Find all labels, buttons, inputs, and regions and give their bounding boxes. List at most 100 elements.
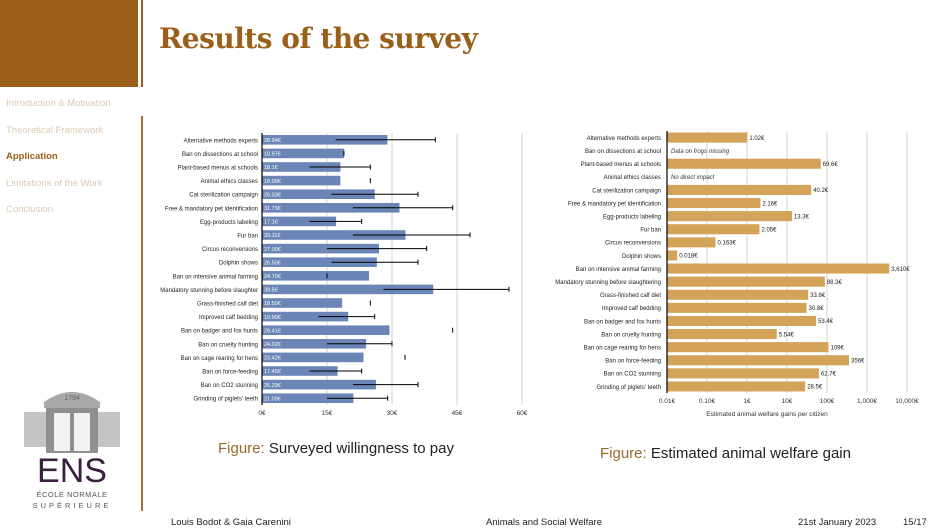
category-label: Alternative methods experts: [184, 138, 258, 144]
category-label: Animal ethics classes: [201, 179, 258, 185]
x-tick-label: 45€: [452, 410, 463, 415]
category-label: Mandatory stunning before slaughter: [160, 288, 258, 294]
header-corner-block: [0, 0, 138, 87]
logo-line1: ÉCOLE NORMALE: [36, 490, 107, 499]
bar: [667, 198, 761, 209]
category-label: Ban on badger and fox hunts: [584, 319, 661, 325]
bar-value-label: 17.1€: [264, 220, 278, 226]
bar-value-label: 18.09€: [264, 179, 281, 185]
bar-value-label: 40.2€: [813, 188, 829, 194]
x-tick-label: 1,000€: [857, 398, 877, 405]
category-label: Ban on cruelty hunting: [601, 332, 661, 338]
x-axis-label: Estimated animal welfare gains per citiz…: [706, 411, 828, 418]
bar-value-label: 23.42€: [264, 356, 281, 362]
bar-value-label: 28.5€: [807, 385, 823, 391]
category-label: Ban on intensive animal farming: [576, 267, 661, 273]
nav-item-introduction[interactable]: Introduction & Motivation: [6, 98, 111, 109]
sidebar-divider: [141, 116, 143, 511]
bar: [262, 135, 388, 145]
category-label: Free & mandatory pet identification: [165, 206, 258, 212]
category-label: Grass-finished calf diet: [600, 293, 661, 299]
caption-right: Figure: Estimated animal welfare gain: [600, 445, 851, 462]
bar-value-label: 62.7€: [821, 372, 837, 378]
category-label: Improved calf bedding: [199, 315, 258, 321]
bar-value-label: 30.8€: [809, 306, 825, 312]
x-tick-label: 0.10€: [699, 398, 716, 405]
nav-item-theoretical-framework[interactable]: Theoretical Framework: [6, 124, 104, 136]
bar: [667, 381, 806, 392]
bar-value-label: 26.50€: [264, 260, 281, 266]
bar-value-label: 88.3€: [827, 280, 843, 286]
x-tick-label: 15€: [322, 410, 333, 415]
bar: [667, 250, 678, 261]
bar: [262, 148, 345, 159]
x-tick-label: 10,000€: [895, 398, 919, 405]
bar-value-label: 356€: [851, 358, 865, 364]
category-label: Ban on dissections at school: [182, 152, 258, 158]
bar: [262, 162, 341, 172]
bar-value-label: 18.1€: [264, 165, 278, 171]
category-label: Circus reconversions: [202, 247, 258, 253]
section-nav: Introduction & Motivation Theoretical Fr…: [6, 98, 111, 231]
category-label: Ban on intensive animal farming: [173, 274, 258, 280]
logo-line2: SUPÉRIEURE: [33, 501, 112, 510]
bar: [262, 325, 390, 335]
category-label: Ban on CO2 stunning: [604, 372, 661, 378]
x-tick-label: 0€: [258, 410, 266, 415]
caption-left-text: Surveyed willingness to pay: [268, 440, 454, 457]
bar: [262, 216, 337, 227]
category-label: Mandatory stunning before slaughtering: [555, 280, 661, 286]
footer-page-number[interactable]: 15/17: [903, 517, 927, 528]
bar: [667, 315, 817, 326]
category-label: Ban on cruelty hunting: [198, 342, 258, 348]
category-label: Free & mandatory pet identification: [568, 201, 661, 207]
bar: [262, 203, 400, 213]
bar: [262, 175, 341, 186]
logo-year: 1794: [64, 395, 80, 402]
chart-welfare-gain: 0.01€ 0.10€ 1€ 10€ 100€ 1,000€ 10,000€ Estimate…: [555, 131, 919, 418]
bar-value-label: 29.41€: [264, 328, 281, 334]
bar-value-label: 33.8€: [810, 293, 826, 299]
category-label: Alternative methods experts: [587, 136, 661, 142]
bar-value-label: 27.00€: [264, 247, 281, 253]
bar: [667, 355, 850, 366]
caption-right-text: Estimated animal welfare gain: [650, 445, 851, 462]
bar: [667, 302, 807, 313]
missing-data-note: Data on frogs missing: [671, 149, 730, 155]
category-label: Ban on force-feeding: [202, 370, 258, 376]
bar: [667, 184, 812, 195]
bar-value-label: 13.3€: [794, 214, 810, 220]
bar: [667, 211, 792, 222]
bar: [262, 284, 434, 295]
category-label: Fur ban: [237, 234, 258, 240]
category-label: Dolphin shows: [219, 261, 258, 267]
bar: [667, 342, 829, 353]
nav-item-conclusion[interactable]: Conclusion: [6, 204, 53, 215]
bar-value-label: 0.018€: [679, 254, 698, 260]
bar: [667, 289, 809, 300]
caption-left: Figure: Surveyed willingness to pay: [218, 440, 454, 457]
logo-ens-text: ENS: [37, 452, 107, 490]
nav-item-application[interactable]: Application: [6, 151, 58, 162]
bar: [262, 271, 370, 281]
bar: [262, 339, 367, 349]
bar-value-label: 18.97€: [264, 152, 281, 158]
nav-item-limitations[interactable]: Limitations of the Work: [6, 177, 103, 189]
bar-value-label: 109€: [830, 345, 844, 351]
category-label: Fur ban: [640, 228, 661, 234]
header-divider: [141, 0, 143, 87]
category-label: Dolphin shows: [622, 254, 661, 260]
bar: [667, 132, 748, 143]
bar: [262, 311, 349, 322]
category-label: Grinding of piglets' teeth: [193, 397, 258, 403]
bar-value-label: 31.73€: [264, 206, 281, 212]
bar: [667, 368, 819, 379]
bar-value-label: 69.6€: [823, 162, 839, 168]
bar-value-label: 26.29€: [264, 383, 281, 389]
category-label: Ban on force-feeding: [605, 359, 661, 365]
bar-value-label: 33.11€: [264, 233, 280, 239]
caption-left-prefix: Figure:: [218, 440, 265, 457]
logo-pediment: [44, 392, 100, 408]
bar: [667, 263, 890, 274]
category-label: Cat sterilization campaign: [189, 193, 258, 199]
